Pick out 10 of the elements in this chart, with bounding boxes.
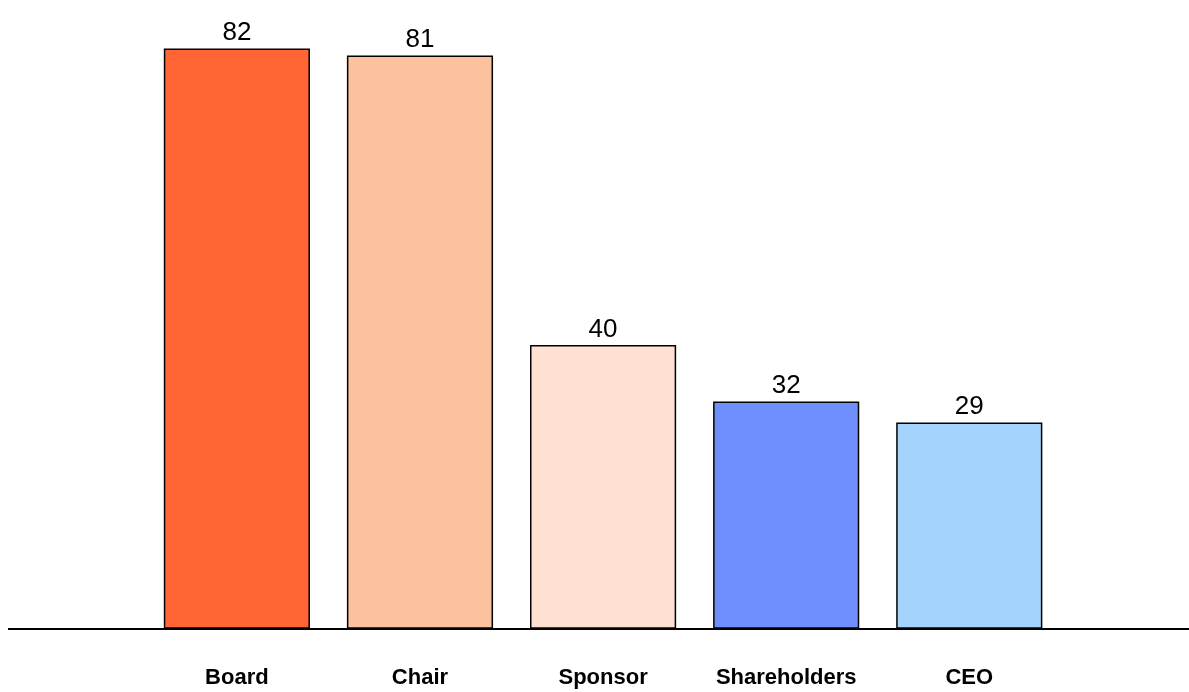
data-label: 40	[588, 312, 618, 343]
data-label: 32	[771, 369, 801, 400]
x-tick-label: Chair	[391, 664, 449, 690]
data-label: 29	[954, 390, 984, 421]
x-tick-label: Shareholders	[715, 664, 857, 690]
data-label: 82	[222, 16, 252, 47]
x-tick-label: Board	[205, 664, 269, 690]
x-tick-label: CEO	[945, 664, 994, 690]
data-label: 81	[405, 23, 435, 54]
x-tick-label: Sponsor	[558, 664, 649, 690]
